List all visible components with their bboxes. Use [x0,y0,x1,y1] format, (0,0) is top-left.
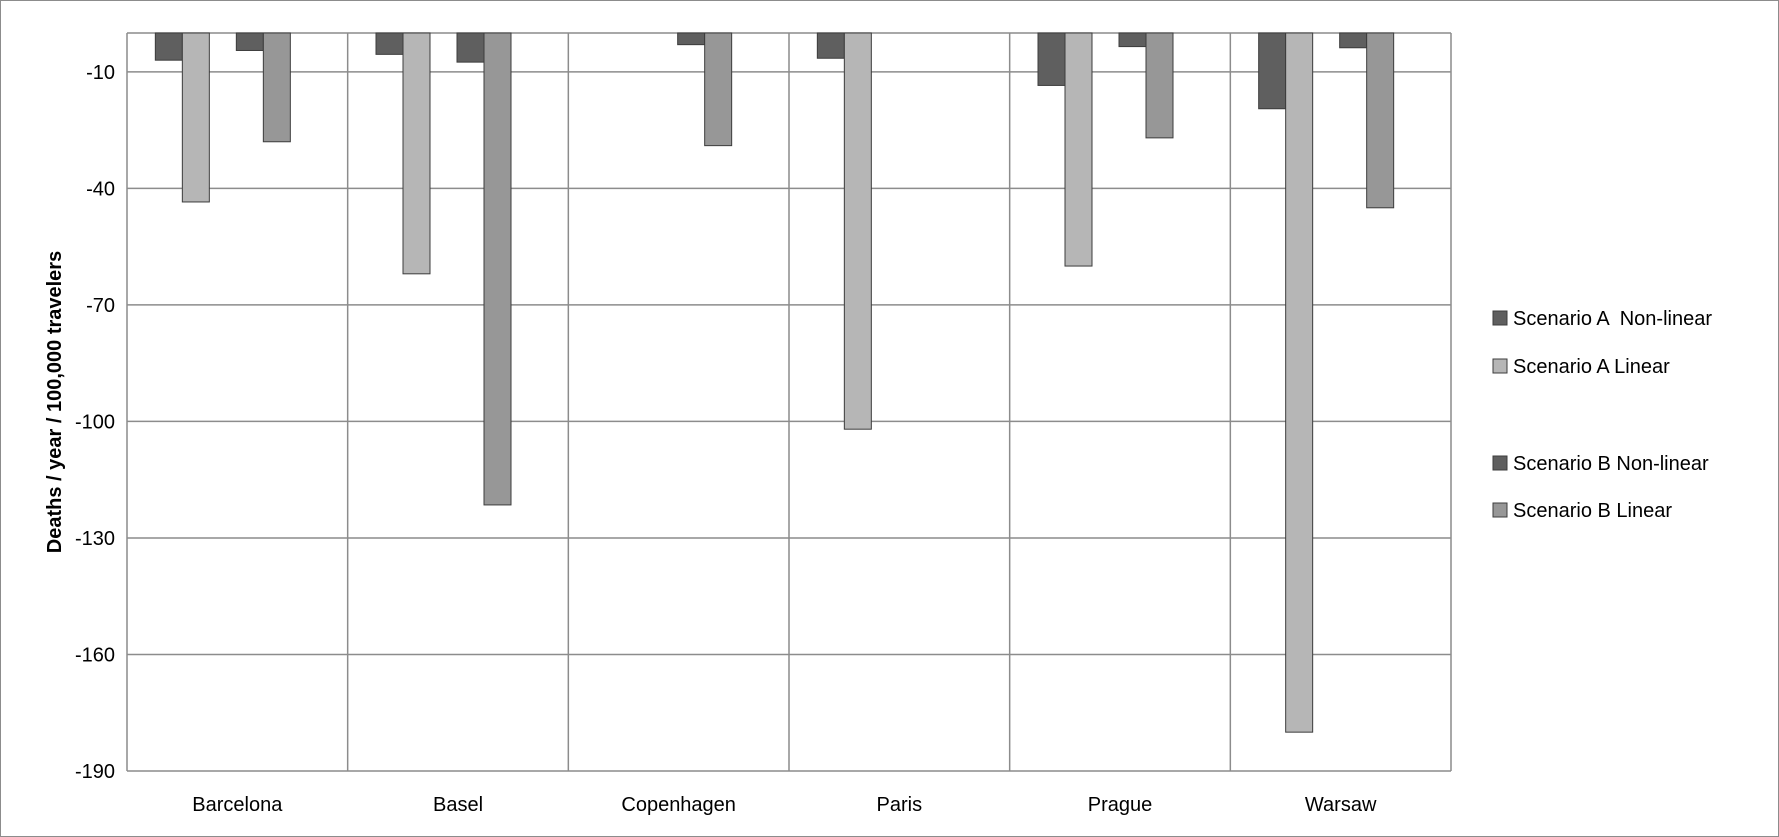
y-tick-label: -160 [75,644,115,666]
bar-1-0 [181,32,210,203]
gridlines [126,32,1452,772]
y-axis-label: Deaths / year / 100,000 travelers [44,251,66,553]
bar-0-0 [154,32,183,61]
legend-swatch [1492,358,1508,374]
legend-label: Scenario A Linear [1513,356,1670,378]
y-tick-label: -100 [75,411,115,433]
x-tick-label: Prague [1088,794,1153,816]
legend-label: Scenario B Non-linear [1513,453,1709,475]
bar-0-1 [375,32,404,55]
y-tick-label: -40 [86,178,115,200]
bar-1-5 [1285,32,1314,733]
y-tick-label: -10 [86,62,115,84]
y-tick-label: -190 [75,761,115,783]
bar-1-4 [1064,32,1093,267]
bar-3-4 [1145,32,1174,139]
bar-0-3 [816,32,845,59]
bar-2-2 [677,32,706,46]
y-tick-label: -130 [75,528,115,550]
legend-label: Scenario B Linear [1513,500,1672,522]
bar-0-5 [1258,32,1287,110]
legend-swatch [1492,502,1508,518]
x-tick-label: Barcelona [192,794,283,816]
bar-2-0 [235,32,264,51]
bar-3-5 [1366,32,1395,209]
bar-3-1 [483,32,512,506]
bar-3-2 [704,32,733,147]
axes: -10 -40 -70 -100 -130 -160 -190 Barcelona Basel C… [75,62,1377,816]
bar-2-1 [456,32,485,63]
bar-1-3 [843,32,872,430]
x-tick-label: Copenhagen [621,794,736,816]
x-tick-label: Warsaw [1305,794,1377,816]
bars [154,32,1395,733]
legend-swatch [1492,310,1508,326]
y-tick-label: -70 [86,295,115,317]
legend-label: Scenario A Non-linear [1513,308,1712,330]
bar-3-0 [262,32,291,143]
legend: Scenario A Non-linear Scenario A Linear Sc… [1492,308,1712,522]
bar-2-5 [1339,32,1368,49]
x-tick-label: Basel [433,794,483,816]
bar-2-4 [1118,32,1147,48]
bar-1-1 [402,32,431,275]
x-tick-label: Paris [877,794,923,816]
bar-0-4 [1037,32,1066,86]
legend-swatch [1492,455,1508,471]
